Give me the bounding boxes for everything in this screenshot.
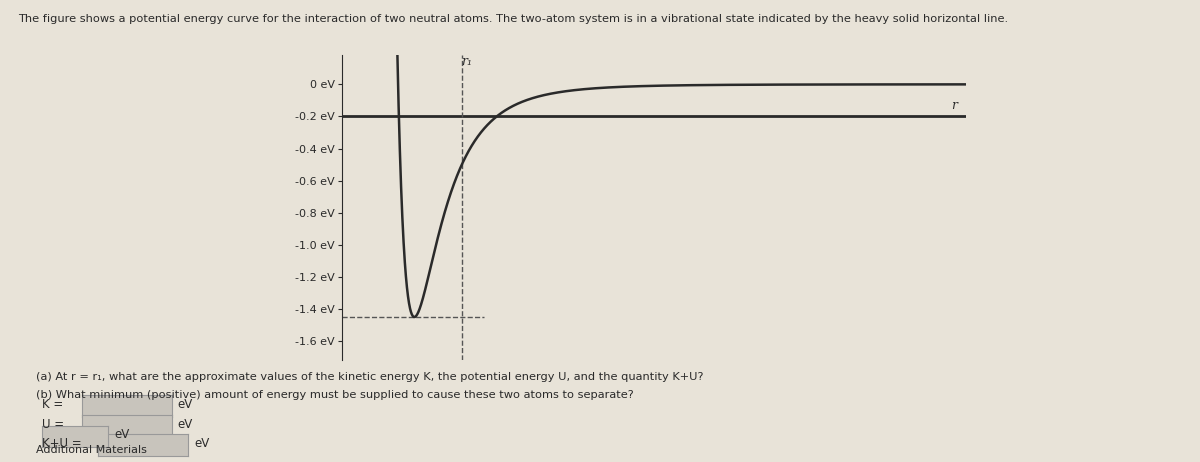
Text: Additional Materials: Additional Materials [36,445,146,455]
Text: eV: eV [178,418,193,431]
Text: K =: K = [42,398,64,411]
Text: U =: U = [42,418,64,431]
Text: The figure shows a potential energy curve for the interaction of two neutral ato: The figure shows a potential energy curv… [18,14,1008,24]
Text: K+U =: K+U = [42,437,82,450]
Text: (b) What minimum (positive) amount of energy must be supplied to cause these two: (b) What minimum (positive) amount of en… [36,390,634,401]
Text: eV: eV [178,398,193,411]
Text: r₁: r₁ [461,55,472,68]
Text: eV: eV [114,428,130,441]
Text: eV: eV [194,437,210,450]
Text: r: r [950,98,956,112]
Text: (a) At r = r₁, what are the approximate values of the kinetic energy K, the pote: (a) At r = r₁, what are the approximate … [36,372,703,382]
